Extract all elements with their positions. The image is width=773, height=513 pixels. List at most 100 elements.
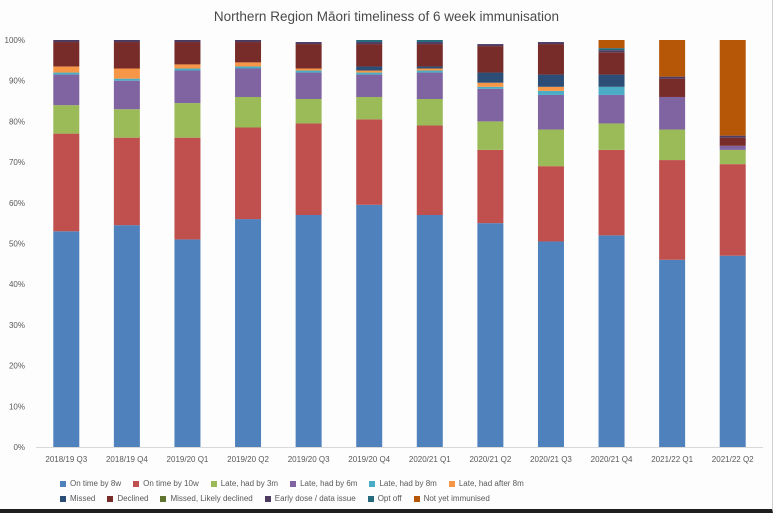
bar-segment [53,40,80,43]
legend-item: On time by 10w [133,479,199,488]
x-tick-label: 2019/20 Q3 [288,455,330,464]
legend-swatch [133,480,140,487]
y-tick-label: 60% [9,199,25,208]
legend-item: On time by 8w [60,479,121,488]
y-tick-label: 20% [9,362,25,371]
bar-segment [537,86,564,91]
y-tick-label: 70% [9,158,25,167]
bar-stack [719,40,746,447]
bar-segment [659,40,686,77]
bar-segment [53,42,80,67]
bar-stack [598,40,625,447]
legend-item: Early dose / data issue [264,494,356,503]
legend-swatch [60,495,66,502]
bar-segment [659,96,686,130]
bar-segment [174,40,201,43]
legend-swatch [413,495,420,502]
legend-item: Opt off [367,494,402,503]
bar-segment [598,123,625,150]
bar-segment [53,66,80,73]
legend-label: Not yet immunised [423,494,490,503]
bar-segment [477,121,504,150]
bar-stack [659,40,686,447]
bar-segment [416,42,443,45]
legend-swatch [290,480,297,487]
bar-segment [356,96,383,120]
chart-title: Northern Region Māori timeliness of 6 we… [213,9,560,24]
x-tick-label: 2019/20 Q2 [227,455,269,464]
bar-segment [113,109,140,138]
legend-item: Late, had by 3m [210,479,278,488]
bar-segment [416,66,443,69]
x-tick-label: 2020/21 Q2 [469,455,511,464]
bar-segment [416,44,443,67]
legend-label: Missed, Likely declined [170,494,253,503]
bar-segment [537,129,564,167]
bar-segment [659,78,686,97]
bar-segment [174,68,201,71]
bar-segment [113,42,140,69]
y-tick-label: 10% [9,402,25,411]
bar-segment [477,88,504,122]
bar-segment [477,46,504,73]
bar-segment [537,42,564,45]
bar-segment [113,78,140,81]
bar-segment [295,70,322,73]
y-tick-label: 100% [5,36,25,45]
bar-segment [53,231,80,447]
bar-segment [53,72,80,75]
bar-segment [659,259,686,447]
bar-segment [719,40,746,136]
bar-segment [416,72,443,100]
bar-segment [719,137,746,146]
bar-segment [719,164,746,256]
bar-stack [477,44,504,447]
bar-segment [174,103,201,138]
bar-segment [416,215,443,447]
bar-segment [53,133,80,232]
legend-swatch [210,480,217,487]
legend-swatch [264,495,271,502]
bar-segment [174,137,201,240]
legend-swatch [367,495,374,502]
bar-segment [537,74,564,87]
bar-segment [356,66,383,71]
bar-segment [477,86,504,89]
bar-segment [598,94,625,124]
bar-segment [719,135,746,138]
bar-segment [174,70,201,104]
y-tick-label: 30% [9,321,25,330]
legend-row: On time by 8w On time by 10w Late, had by … [60,476,760,491]
y-tick-label: 90% [9,77,25,86]
bar-segment [598,149,625,236]
legend-item: Late, had by 6m [290,479,357,488]
legend-swatch [107,495,114,502]
bar-segment [416,99,443,126]
bar-segment [598,86,625,95]
x-tick-label: 2018/19 Q3 [45,455,87,464]
bar-segment [356,204,383,447]
bar-segment [295,215,322,447]
legend-label: Missed [70,494,96,503]
bar-stack [53,40,80,447]
legend-label: Opt off [377,494,402,503]
bar-segment [416,70,443,73]
legend-label: Late, had by 8m [379,479,437,488]
bar-segment [235,42,262,63]
y-tick-label: 80% [9,117,25,126]
bar-segment [719,255,746,447]
bar-segment [235,96,262,128]
legend-swatch [448,480,455,487]
bar-stack [295,42,322,447]
bar-stack [113,40,140,447]
x-tick-label: 2019/20 Q4 [348,455,390,464]
bar-stack [537,42,564,447]
bar-segment [235,68,262,97]
bar-segment [719,145,746,150]
legend-swatch [369,480,376,487]
legend-label: On time by 10w [143,479,199,488]
bar-segment [598,40,625,49]
bar-segment [295,99,322,124]
bar-segment [537,94,564,130]
